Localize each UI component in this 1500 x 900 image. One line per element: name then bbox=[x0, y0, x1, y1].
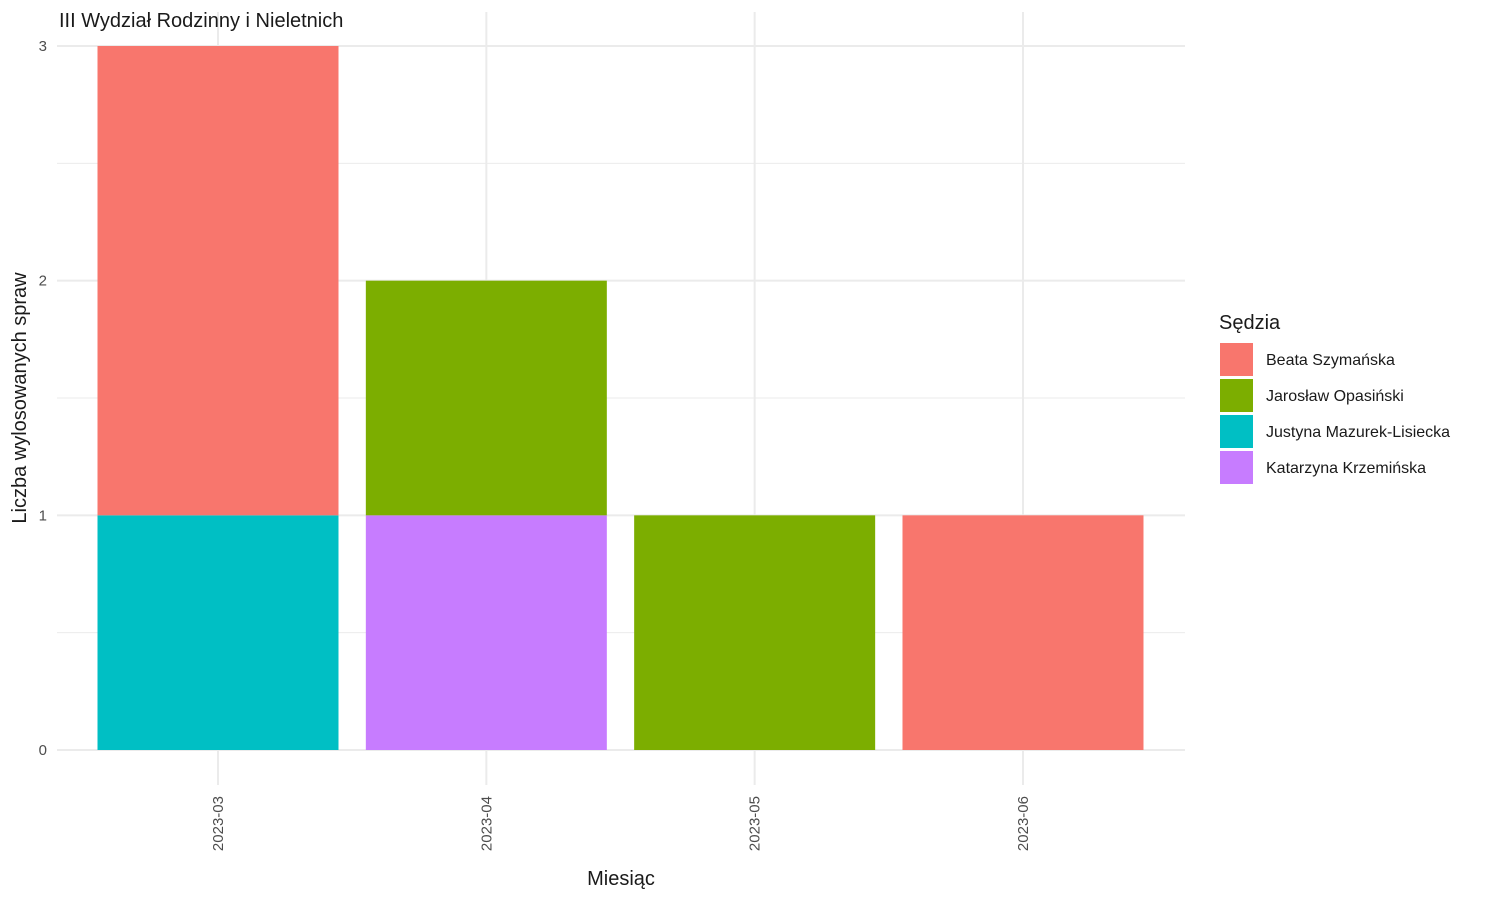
x-tick-label: 2023-05 bbox=[747, 796, 764, 851]
bar-segment bbox=[97, 46, 339, 516]
legend-label: Justyna Mazurek-Lisiecka bbox=[1266, 424, 1450, 441]
y-tick-label: 3 bbox=[39, 38, 47, 55]
y-tick-label: 0 bbox=[39, 742, 47, 759]
legend-swatch bbox=[1220, 343, 1253, 376]
x-tick-label: 2023-03 bbox=[210, 796, 227, 851]
x-axis-ticks: 2023-03 2023-04 2023-05 2023-06 bbox=[210, 796, 1032, 851]
bar-segment bbox=[634, 515, 876, 750]
legend: Sędzia Beata Szymańska Jarosław Opasiński… bbox=[1219, 312, 1450, 484]
legend-label: Katarzyna Krzemińska bbox=[1266, 460, 1426, 477]
legend-swatch bbox=[1220, 379, 1253, 412]
legend-swatch bbox=[1220, 415, 1253, 448]
legend-title: Sędzia bbox=[1219, 312, 1281, 334]
y-axis-ticks: 0 1 2 3 bbox=[39, 38, 47, 759]
y-tick-label: 1 bbox=[39, 507, 47, 524]
y-axis-title: Liczba wylosowanych spraw bbox=[9, 272, 31, 524]
y-tick-label: 2 bbox=[39, 273, 47, 290]
bar-segment bbox=[97, 515, 339, 750]
bars bbox=[97, 46, 1144, 750]
chart-title: III Wydział Rodzinny i Nieletnich bbox=[59, 10, 343, 32]
bar-segment bbox=[365, 280, 607, 516]
legend-label: Beata Szymańska bbox=[1266, 352, 1395, 369]
bar-segment bbox=[365, 515, 607, 750]
x-tick-label: 2023-04 bbox=[478, 796, 495, 851]
legend-swatch bbox=[1220, 451, 1253, 484]
bar-segment bbox=[902, 515, 1144, 750]
x-axis-title: Miesiąc bbox=[587, 868, 655, 890]
legend-label: Jarosław Opasiński bbox=[1266, 388, 1404, 405]
x-tick-label: 2023-06 bbox=[1015, 796, 1032, 851]
